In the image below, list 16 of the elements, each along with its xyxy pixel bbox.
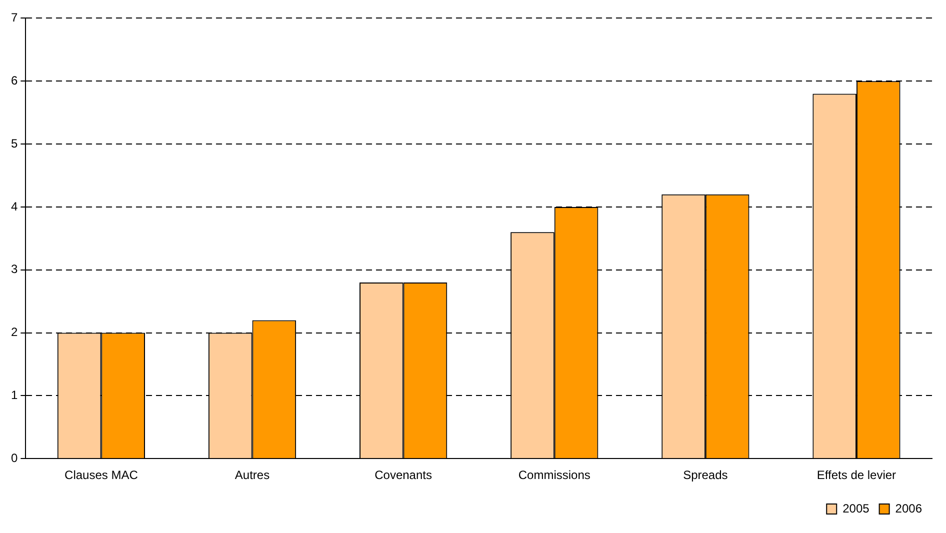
y-tick-label: 5 <box>10 136 18 150</box>
y-tick-label: 2 <box>10 325 18 340</box>
legend-label: 2006 <box>895 501 922 516</box>
x-tick-label: Covenants <box>374 468 432 482</box>
x-tick-label: Autres <box>234 468 270 482</box>
y-tick-label: 0 <box>10 450 18 465</box>
legend-label: 2005 <box>842 501 870 516</box>
y-tick-label: 7 <box>10 10 18 25</box>
x-tick-label: Spreads <box>683 468 728 482</box>
x-tick-label: Effets de levier <box>816 468 896 482</box>
x-tick-label: Commissions <box>518 468 590 482</box>
y-tick-label: 6 <box>10 73 18 88</box>
y-tick-label: 1 <box>10 388 18 402</box>
y-tick-label: 4 <box>10 199 18 214</box>
y-tick-label: 3 <box>10 262 18 276</box>
x-tick-label: Clauses MAC <box>64 468 138 482</box>
